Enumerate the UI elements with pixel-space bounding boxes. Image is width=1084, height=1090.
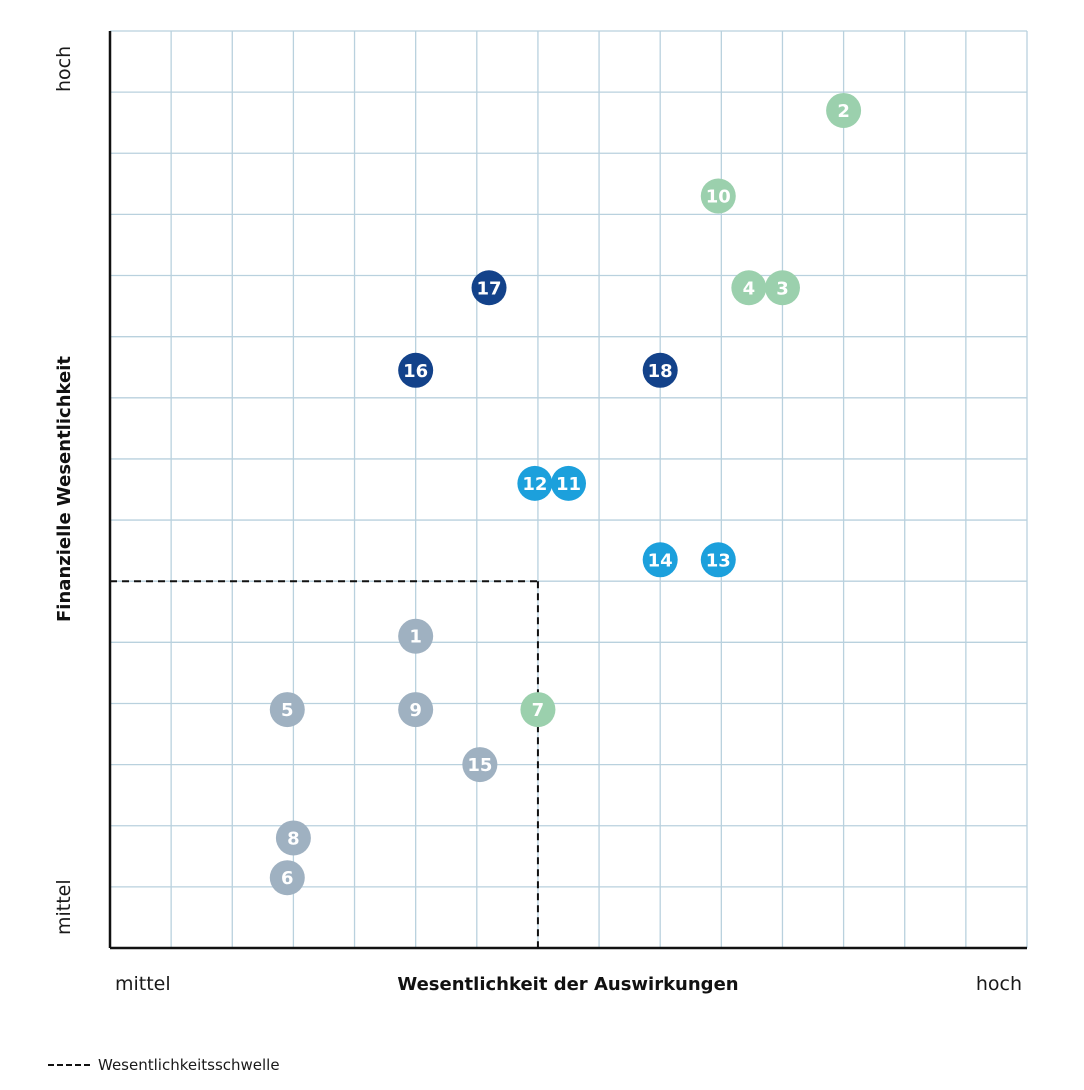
data-point-marker <box>275 820 311 856</box>
data-point-1: 1 <box>398 618 434 654</box>
x-axis-title: Wesentlichkeit der Auswirkungen <box>397 974 738 995</box>
data-point-label: 5 <box>281 700 294 721</box>
data-point-label: 15 <box>467 755 492 776</box>
data-point-label: 10 <box>706 187 731 208</box>
data-point-label: 1 <box>409 627 422 648</box>
data-point-marker <box>269 692 305 728</box>
data-point-marker <box>642 542 678 578</box>
data-point-label: 12 <box>522 474 547 495</box>
threshold-line <box>110 580 539 948</box>
data-point-marker <box>398 618 434 654</box>
data-point-label: 4 <box>743 278 756 299</box>
data-point-marker <box>700 542 736 578</box>
legend: Wesentlichkeitsschwelle <box>48 1056 280 1074</box>
data-point-label: 6 <box>281 868 294 889</box>
data-point-9: 9 <box>398 692 434 728</box>
data-point-8: 8 <box>275 820 311 856</box>
data-point-label: 7 <box>532 700 545 721</box>
data-point-marker <box>700 178 736 214</box>
data-point-marker <box>517 465 553 501</box>
data-point-marker <box>731 270 767 306</box>
data-point-marker <box>471 270 507 306</box>
data-point-marker <box>398 352 434 388</box>
data-point-17: 17 <box>471 270 507 306</box>
data-point-label: 11 <box>556 474 581 495</box>
data-point-marker <box>269 860 305 896</box>
data-point-label: 16 <box>403 361 428 382</box>
legend-label: Wesentlichkeitsschwelle <box>98 1056 280 1074</box>
data-point-label: 3 <box>776 278 789 299</box>
data-point-15: 15 <box>462 747 498 783</box>
data-point-marker <box>398 692 434 728</box>
x-tick-label-low: mittel <box>115 973 171 995</box>
data-point-marker <box>642 352 678 388</box>
data-point-13: 13 <box>700 542 736 578</box>
data-point-label: 17 <box>476 278 501 299</box>
data-point-4: 4 <box>731 270 767 306</box>
data-point-7: 7 <box>520 692 556 728</box>
data-point-marker <box>764 270 800 306</box>
data-point-label: 9 <box>409 700 422 721</box>
data-point-11: 11 <box>551 465 586 501</box>
data-point-label: 2 <box>837 101 850 122</box>
y-tick-label-low: mittel <box>53 879 75 935</box>
legend-dash-line <box>48 1064 90 1066</box>
data-point-18: 18 <box>642 352 678 388</box>
data-point-label: 13 <box>706 550 731 571</box>
data-point-3: 3 <box>764 270 800 306</box>
grid <box>110 30 1028 948</box>
y-tick-label-high: hoch <box>53 46 75 92</box>
data-point-10: 10 <box>700 178 736 214</box>
data-point-6: 6 <box>269 860 305 896</box>
data-point-marker <box>826 92 862 128</box>
x-tick-label-high: hoch <box>976 973 1022 995</box>
data-point-14: 14 <box>642 542 678 578</box>
y-axis-title: Finanzielle Wesentlichkeit <box>54 356 75 622</box>
data-point-label: 8 <box>287 828 300 849</box>
data-point-marker <box>462 747 498 783</box>
data-point-5: 5 <box>269 692 305 728</box>
data-point-label: 18 <box>648 361 673 382</box>
data-point-marker <box>520 692 556 728</box>
data-point-marker <box>551 465 586 501</box>
data-point-2: 2 <box>826 92 862 128</box>
axes <box>108 31 1027 950</box>
data-point-16: 16 <box>398 352 434 388</box>
data-point-label: 14 <box>648 550 673 571</box>
data-point-12: 12 <box>517 465 553 501</box>
